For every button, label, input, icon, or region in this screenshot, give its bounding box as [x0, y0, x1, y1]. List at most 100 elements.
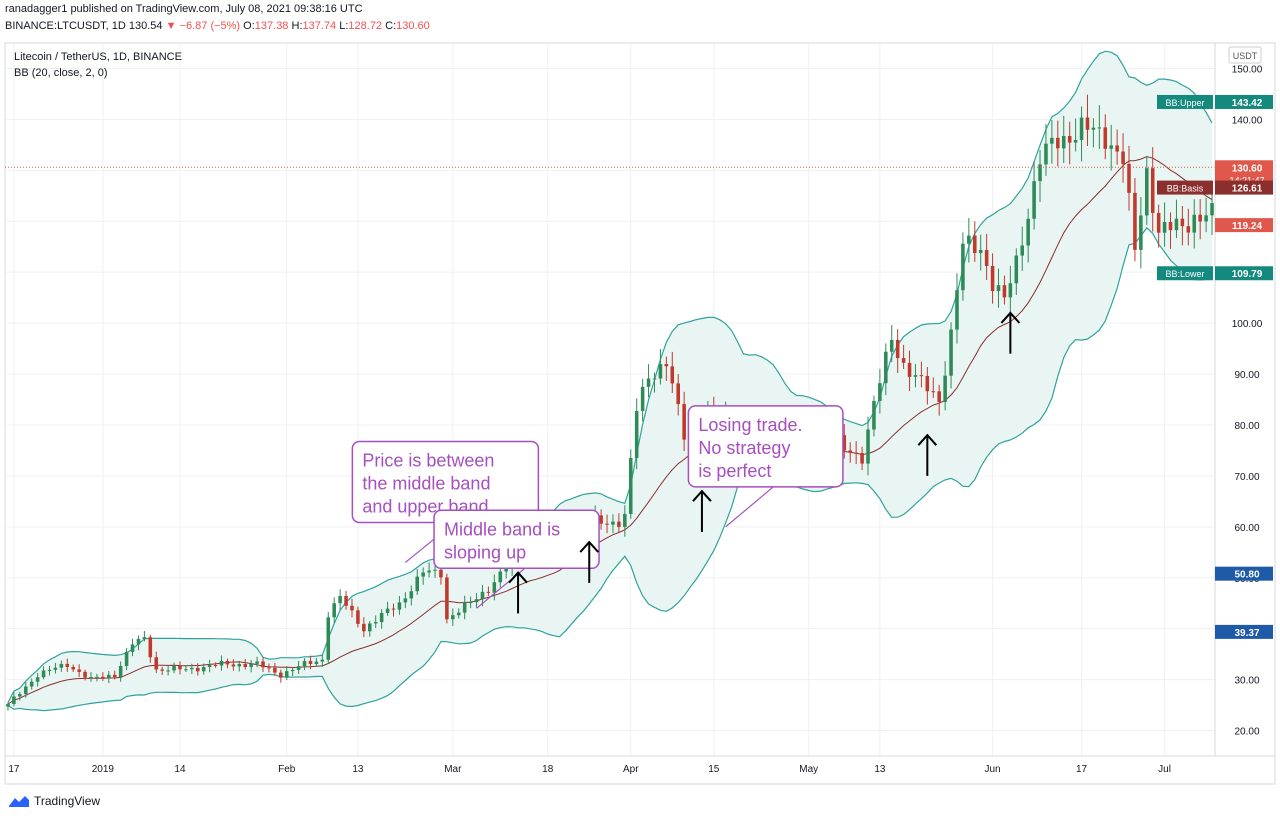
candle-body [1014, 255, 1019, 284]
time-tick-label: 17 [1076, 764, 1088, 775]
series-name-label: BB:Basis [1167, 184, 1204, 194]
candle-body [118, 666, 123, 678]
candle-body [445, 577, 449, 620]
candle-body [130, 644, 135, 652]
candle-body [195, 667, 200, 672]
candle-body [646, 378, 651, 387]
candle-body [1156, 212, 1161, 233]
candle-body [1044, 143, 1048, 165]
band-fill [8, 51, 1212, 711]
candle-body [1103, 127, 1108, 149]
candle-body [1127, 163, 1131, 193]
candle-body [1079, 117, 1084, 140]
candle-body [397, 602, 402, 610]
candle-body [1032, 181, 1036, 219]
candle-body [990, 265, 995, 292]
candle-body [415, 576, 420, 592]
candle-body [368, 623, 372, 632]
candle-body [385, 608, 390, 613]
candle-body [1038, 164, 1042, 182]
candle-body [433, 569, 437, 571]
candle-body [403, 598, 408, 603]
candle-body [427, 570, 431, 573]
candle-body [41, 670, 46, 678]
price-label-value: 126.61 [1232, 184, 1263, 195]
candle-body [628, 457, 633, 514]
price-tick-label: 100.00 [1232, 319, 1263, 330]
candle-body [682, 404, 686, 440]
candle-body [1050, 137, 1054, 144]
candle-body [296, 666, 301, 670]
up-arrow-head [917, 433, 938, 446]
callout-text: Price is between [362, 450, 494, 470]
candle-body [955, 290, 959, 330]
candle-body [676, 383, 680, 405]
candle-body [225, 660, 230, 665]
candle-body [623, 513, 627, 527]
callout-text: the middle band [362, 473, 490, 493]
price-countdown: 14:21:47 [1229, 175, 1264, 185]
footer: TradingView [0, 786, 1280, 818]
time-axis[interactable]: 17 2019 14 Feb 13 Mar 18 Apr 15 May 13 Jun 17 Jul [5, 755, 1275, 775]
candle-body [237, 664, 242, 667]
tradingview-logo-icon [9, 796, 29, 807]
candle-body [492, 582, 497, 593]
candle-body [1115, 145, 1119, 152]
up-arrow-head [579, 540, 599, 553]
price-change: ▼ −6.87 (−5%) [165, 20, 241, 32]
price-tick-label: 150.00 [1232, 64, 1263, 75]
candle-body [913, 375, 918, 377]
price-axis[interactable]: 20.0030.0040.0050.0060.0070.0080.0090.00… [1157, 43, 1273, 756]
candle-body [391, 608, 396, 610]
up-arrow-head [1000, 311, 1021, 324]
candle-body [53, 667, 58, 670]
time-tick-label: Jul [1158, 764, 1171, 775]
candle-body [77, 669, 81, 672]
open-value: 137.38 [254, 20, 289, 32]
candle-body [6, 704, 10, 707]
callout-box [687, 405, 844, 488]
price-label-value: 39.37 [1234, 628, 1259, 639]
time-tick-label: Mar [444, 764, 462, 775]
candle-body [617, 521, 621, 527]
candle-body [640, 386, 645, 411]
candle-body [1073, 139, 1078, 143]
candle-body [219, 660, 224, 666]
candle-body [1002, 285, 1007, 298]
candle-body [47, 669, 52, 671]
candle-body [611, 521, 615, 525]
currency-badge[interactable]: USDT [1228, 46, 1262, 64]
candle-body [919, 375, 924, 377]
price-tick-label: 30.00 [1234, 676, 1259, 687]
price-label-value: 143.42 [1232, 98, 1263, 109]
candle-body [1091, 127, 1096, 130]
callout-pointer [725, 486, 774, 528]
candle-body [160, 669, 164, 671]
candle-body [166, 670, 170, 672]
series-name-tag [1157, 180, 1213, 195]
candle-body [23, 686, 28, 695]
candle-body [884, 351, 888, 384]
candle-body [332, 603, 336, 618]
price-label-box [1215, 94, 1273, 109]
low-value: 128.72 [348, 20, 383, 32]
candle-body [634, 410, 639, 458]
candle-body [901, 358, 906, 363]
high-label: H: [291, 20, 303, 32]
candle-body [65, 663, 70, 667]
candle-body [1026, 218, 1030, 246]
legend-title: Litecoin / TetherUS, 1D, BINANCE [14, 51, 182, 63]
time-tick-label: 18 [542, 764, 554, 775]
candle-body [1139, 215, 1143, 250]
candle-body [1168, 221, 1173, 231]
bb-lower-line [7, 227, 1213, 712]
candle-body [931, 391, 936, 393]
tradingview-logo[interactable]: TradingView [8, 794, 100, 808]
time-tick-label: 15 [708, 764, 720, 775]
candle-body [1204, 215, 1208, 222]
candle-body [302, 660, 307, 667]
price-label-value: 109.79 [1232, 269, 1263, 280]
candle-body [112, 674, 117, 678]
candle-body [107, 674, 111, 679]
